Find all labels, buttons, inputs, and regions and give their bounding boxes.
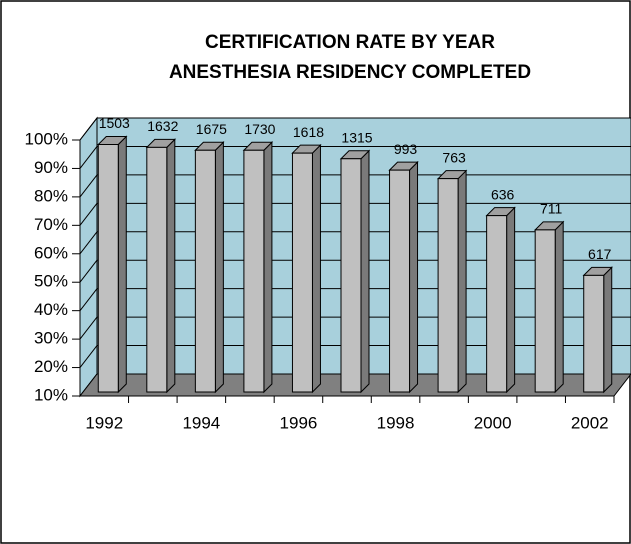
bar-side [409, 160, 419, 394]
y-tick-label: 30% [34, 329, 68, 348]
y-tick-label: 60% [34, 243, 68, 262]
bar-side [166, 138, 176, 394]
bar-side [263, 141, 273, 394]
grid-line [79, 174, 98, 198]
bar [291, 143, 322, 394]
count-label: 993 [394, 141, 418, 157]
y-tick-label: 100% [25, 129, 68, 148]
bar-front [534, 229, 556, 393]
x-tick-label: 1994 [182, 413, 220, 432]
bar-side [554, 220, 564, 394]
bar-side [214, 141, 224, 394]
count-label: 1503 [99, 115, 130, 131]
bar-side [311, 143, 321, 394]
bar-side [117, 135, 127, 394]
y-tick-label: 20% [34, 357, 68, 376]
grid-line [79, 316, 98, 340]
count-label: 1730 [244, 121, 275, 137]
x-tick-label: 1992 [85, 413, 123, 432]
bar [339, 149, 371, 394]
bar-front [194, 149, 216, 393]
y-tick-label: 90% [34, 158, 68, 177]
y-tick-label: 80% [34, 186, 68, 205]
bar [485, 206, 516, 394]
grid-line [79, 117, 98, 141]
y-tick-label: 50% [34, 272, 68, 291]
y-tick-label: 70% [34, 215, 68, 234]
bar [242, 141, 274, 394]
grid-line [79, 231, 98, 255]
bar-side [360, 149, 370, 394]
count-label: 1618 [293, 124, 324, 140]
bar [145, 138, 177, 394]
chart-subtitle: ANESTHESIA RESIDENCY COMPLETED [169, 62, 531, 83]
bar-side [457, 169, 467, 394]
bar-side [506, 206, 516, 394]
bar-front [340, 158, 362, 393]
bar [388, 160, 419, 394]
bar-front [583, 274, 605, 393]
bar [194, 141, 225, 394]
x-tick-label: 1996 [280, 413, 318, 432]
bar-front [97, 144, 119, 393]
bar-front [486, 215, 508, 393]
grid-line [79, 203, 98, 226]
grid-line [79, 259, 98, 283]
y-tick-label: 40% [34, 300, 68, 319]
bar [533, 220, 565, 394]
y-tick-label: 10% [34, 385, 68, 404]
bar-front [389, 169, 411, 393]
count-label: 1315 [341, 129, 372, 145]
bar-front [291, 152, 313, 393]
count-label: 636 [491, 186, 515, 202]
count-label: 1675 [196, 121, 227, 137]
count-label: 617 [588, 246, 612, 262]
grid-line [79, 345, 98, 368]
bar-front [146, 146, 168, 393]
x-tick-label: 2002 [571, 413, 609, 432]
chart-title: CERTIFICATION RATE BY YEAR [205, 32, 495, 53]
grid-line [79, 146, 98, 169]
bar-front [437, 178, 459, 393]
bar [436, 169, 468, 394]
bar [582, 266, 613, 394]
side-wall [79, 116, 98, 398]
x-tick-label: 2000 [474, 413, 512, 432]
bar-front [243, 149, 265, 393]
count-label: 1632 [147, 118, 178, 134]
x-tick-label: 1998 [377, 413, 415, 432]
count-label: 763 [442, 149, 466, 165]
count-label: 711 [540, 201, 563, 217]
grid-line [79, 288, 98, 311]
bar-side [603, 266, 613, 394]
bar [97, 135, 128, 394]
